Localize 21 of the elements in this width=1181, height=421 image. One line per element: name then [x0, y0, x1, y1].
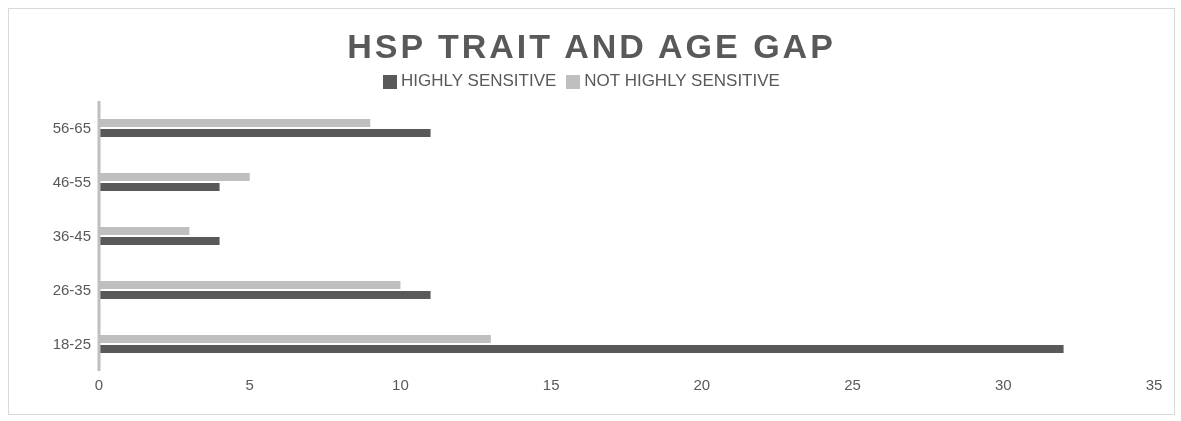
x-tick-label: 25	[844, 375, 861, 393]
bar	[99, 237, 220, 245]
x-tick-label: 15	[542, 375, 560, 393]
bar	[99, 129, 431, 137]
x-tick-label: 0	[94, 375, 104, 393]
x-tick-label: 5	[245, 375, 254, 393]
bar	[99, 345, 1064, 353]
y-tick-label: 46-55	[52, 173, 91, 191]
x-tick-label: 20	[693, 375, 711, 393]
legend-label: NOT HIGHLY SENSITIVE	[584, 71, 780, 90]
bar	[99, 291, 431, 299]
chart-title: HSP TRAIT AND AGE GAP	[346, 27, 837, 66]
x-tick-label: 30	[994, 375, 1012, 393]
bar	[99, 183, 220, 191]
y-tick-label: 26-35	[52, 281, 91, 299]
y-tick-label: 18-25	[52, 335, 91, 353]
y-tick-label: 36-45	[52, 227, 91, 245]
y-tick-label: 56-65	[52, 119, 91, 137]
legend-label: HIGHLY SENSITIVE	[401, 71, 557, 90]
x-tick-label: 10	[392, 375, 409, 393]
x-tick-label: 35	[1145, 375, 1163, 393]
